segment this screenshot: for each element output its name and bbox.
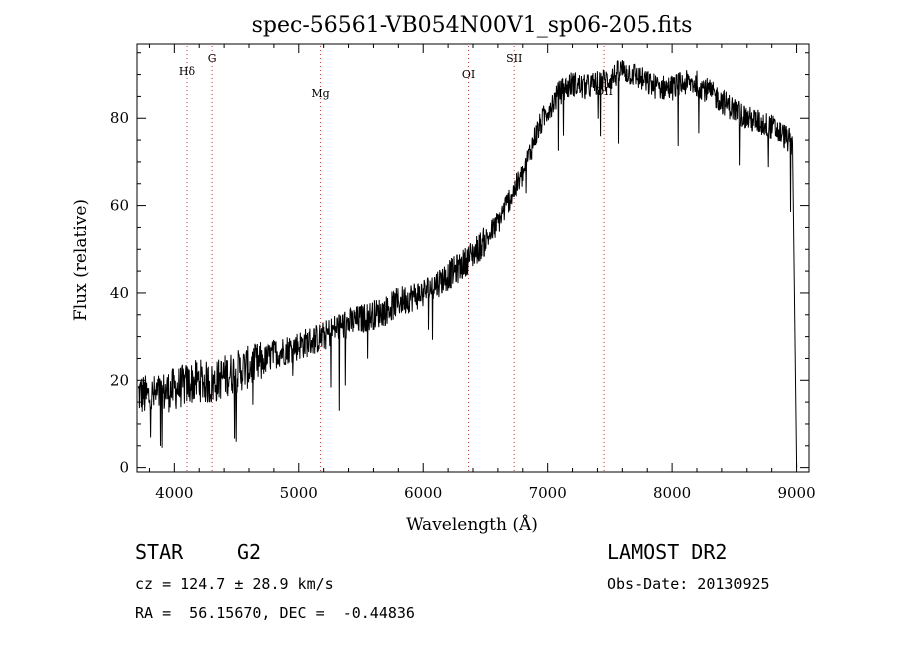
axis-ticks: 4000 5000 6000 7000 8000 9000 0 20 40 60 80 — [110, 44, 816, 502]
x-tick-label: 7000 — [529, 484, 567, 502]
object-type: STAR — [135, 540, 184, 564]
line-marker-label: OI — [462, 68, 475, 81]
line-marker-label: SII — [506, 52, 522, 65]
x-axis-label: Wavelength (Å) — [406, 514, 538, 535]
coordinates-readout: RA = 56.15670, DEC = -0.44836 — [135, 604, 415, 622]
x-tick-label: 8000 — [653, 484, 691, 502]
observation-date: Obs-Date: 20130925 — [607, 575, 770, 593]
line-marker-label: G — [208, 52, 217, 65]
survey-name: LAMOST DR2 — [607, 540, 728, 564]
object-subclass: G2 — [237, 540, 262, 564]
y-tick-label: 60 — [110, 197, 129, 215]
y-tick-label: 40 — [110, 284, 129, 302]
line-marker-label: Hδ — [179, 65, 196, 78]
y-axis-label: Flux (relative) — [71, 199, 91, 321]
x-tick-label: 5000 — [280, 484, 318, 502]
line-marker-label: Mg — [311, 87, 329, 100]
y-tick-label: 20 — [110, 371, 129, 389]
x-tick-label: 9000 — [777, 484, 815, 502]
y-tick-label: 80 — [110, 109, 129, 127]
redshift-readout: cz = 124.7 ± 28.9 km/s — [135, 575, 334, 593]
chart-title: spec-56561-VB054N00V1_sp06-205.fits — [252, 13, 693, 38]
y-tick-label: 0 — [119, 459, 129, 477]
spectrum-line — [137, 60, 798, 468]
x-tick-label: 4000 — [155, 484, 193, 502]
x-tick-label: 6000 — [404, 484, 442, 502]
